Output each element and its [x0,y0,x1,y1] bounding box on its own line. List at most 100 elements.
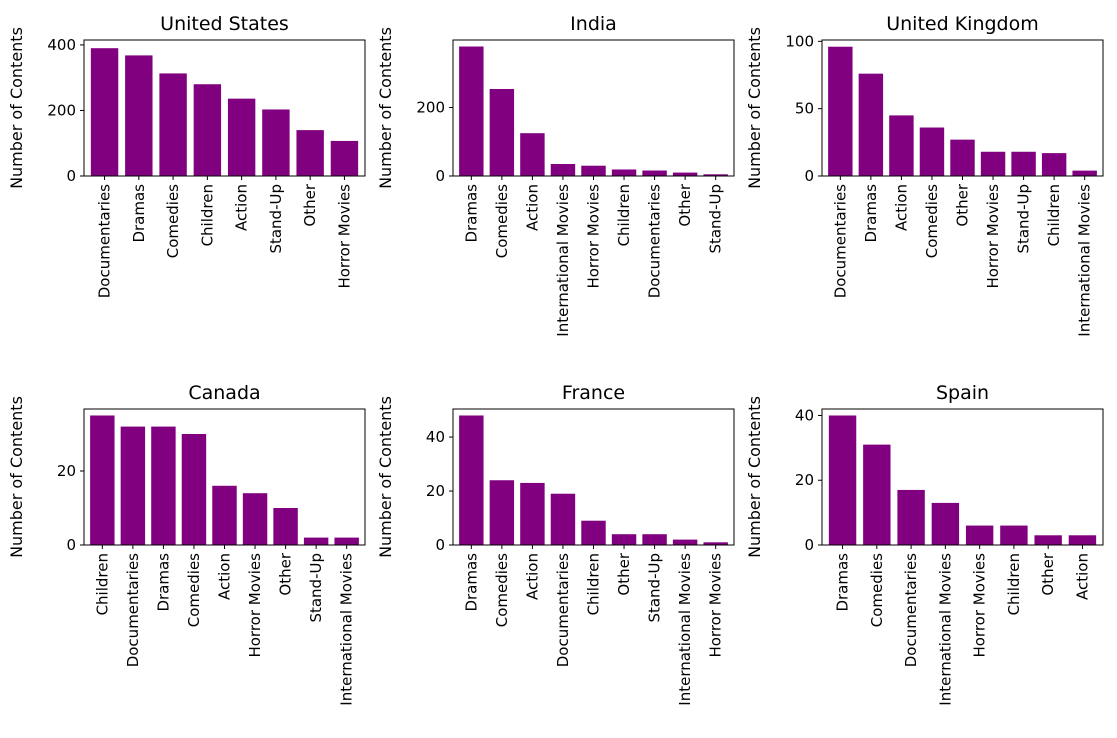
bar [889,115,914,176]
y-tick-label: 40 [426,428,445,446]
bar [550,493,576,545]
y-axis-label: Number of Contents [376,27,395,189]
bar [212,485,237,545]
subplot-6: Dramas Comedies Documentaries International… [745,382,1104,706]
x-tick-label: Horror Movies [246,553,264,658]
bar [863,444,891,545]
y-tick-label: 20 [57,462,76,480]
x-tick-label: International Movies [338,553,356,706]
chart-title: Canada [188,382,260,404]
bar [672,539,698,545]
bar [303,537,329,545]
x-tick-label: International Movies [936,553,954,706]
x-tick-label: Other [676,183,694,226]
x-tick-label: Dramas [862,184,880,243]
bar [581,520,606,545]
x-tick-label: Dramas [154,553,172,612]
y-tick-label: 40 [795,406,814,424]
x-tick-label: International Movies [676,553,694,706]
bar [273,507,298,545]
bar [919,127,945,176]
bar [227,98,256,176]
bar [242,493,268,545]
y-tick-label: 0 [804,536,814,554]
x-tick-label: Action [523,184,541,231]
bar [330,140,359,176]
x-tick-label: International Movies [1076,184,1094,337]
y-tick-label: 400 [47,36,76,54]
bar [642,170,667,176]
x-tick-label: Documentaries [554,553,572,667]
x-tick-label: Children [93,553,111,615]
x-tick-label: Dramas [462,553,480,612]
x-tick-label: Stand-Up [307,553,325,623]
subplot-4: Children Documentaries Dramas Comedies Actio… [7,382,366,706]
bar [965,525,994,545]
bar [489,88,515,176]
chart-title: India [570,13,617,35]
subplot-5: Dramas Comedies Action Documentaries Childre… [376,382,735,706]
x-tick-label: Horror Movies [707,553,725,658]
bar [181,433,207,545]
bar [296,130,324,176]
x-tick-label: Documentaries [646,184,664,298]
bar [703,174,728,176]
x-tick-label: Documentaries [124,553,142,667]
bar [90,48,119,176]
x-tick-label: Action [216,553,234,600]
y-tick-label: 50 [795,100,814,118]
bar [550,164,576,176]
y-tick-label: 200 [47,101,76,119]
x-tick-label: Other [1039,552,1057,595]
x-tick-label: Stand-Up [646,553,664,623]
bar [1068,535,1097,545]
axes-frame [821,39,1104,177]
x-tick-label: Other [301,183,319,226]
x-tick-label: Stand-Up [1015,184,1033,254]
x-tick-label: Other [615,552,633,595]
y-tick-label: 0 [66,536,76,554]
x-tick-label: Dramas [834,553,852,612]
x-tick-label: Children [1045,184,1063,246]
bar [90,415,115,545]
x-tick-label: Documentaries [96,184,114,298]
bar [193,84,222,176]
x-tick-label: Horror Movies [585,184,603,289]
y-tick-label: 0 [435,536,445,554]
chart-title: Spain [936,382,989,404]
axes-frame [821,408,1104,546]
axes-frame [83,408,366,546]
bar [950,139,975,176]
bar [489,480,515,545]
y-axis-label: Number of Contents [7,27,26,189]
x-tick-label: Action [233,184,251,231]
x-tick-label: Dramas [462,184,480,243]
bar [151,426,176,545]
bar [1034,535,1062,545]
y-tick-label: 0 [435,167,445,185]
bar [1041,153,1067,176]
bar [897,489,925,545]
bar [1072,170,1097,176]
x-tick-label: Children [615,184,633,246]
x-tick-label: Stand-Up [707,184,725,254]
x-tick-label: Stand-Up [267,184,285,254]
x-tick-label: Comedies [164,184,182,258]
bar [1000,525,1028,545]
bar [459,46,484,177]
x-tick-label: Comedies [868,553,886,627]
x-tick-label: Dramas [130,184,148,243]
y-tick-label: 20 [795,471,814,489]
x-tick-label: Children [198,184,216,246]
x-tick-label: Comedies [493,184,511,258]
bar [459,415,484,545]
x-tick-label: Documentaries [831,184,849,298]
x-tick-label: Comedies [923,184,941,258]
x-tick-label: Horror Movies [971,553,989,658]
y-tick-label: 20 [426,482,445,500]
x-tick-label: Comedies [185,553,203,627]
y-axis-label: Number of Contents [376,396,395,558]
chart-title: France [562,382,625,404]
x-tick-label: Other [277,552,295,595]
